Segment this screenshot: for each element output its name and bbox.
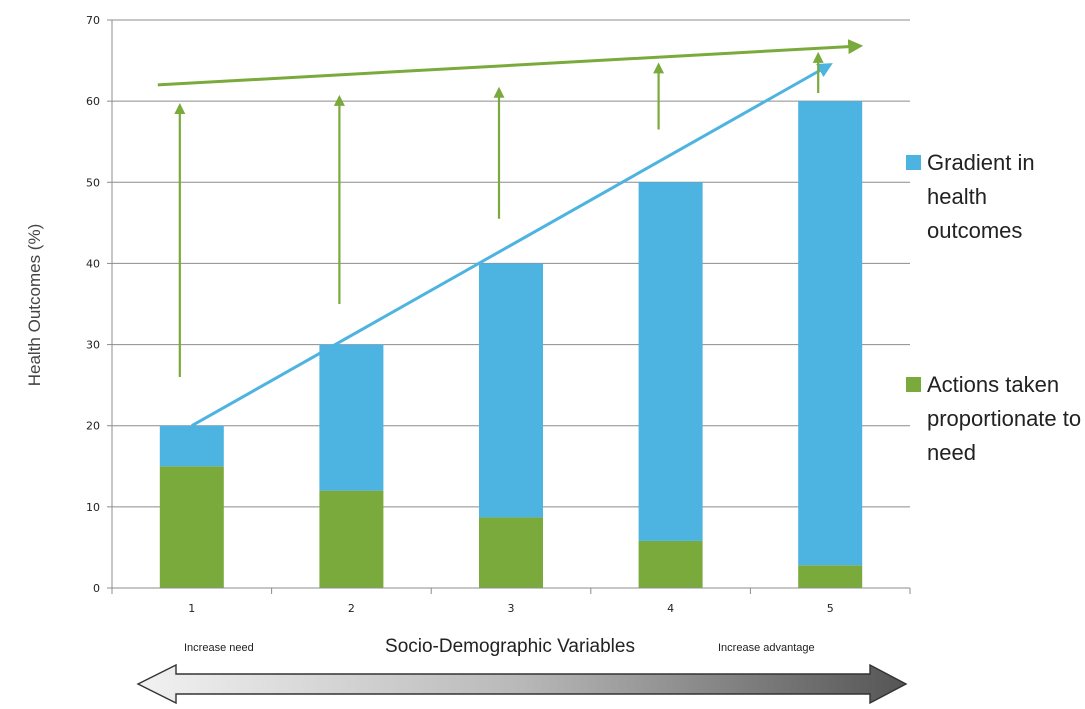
note-increase-advantage: Increase advantage: [718, 642, 815, 654]
legend-label-actions: Actions taken proportionate to need: [927, 372, 1082, 465]
bar-actions: [798, 565, 863, 588]
legend-swatch-green: [906, 377, 921, 392]
x-axis: 1 2 3 4 5: [111, 587, 911, 615]
bars: [159, 101, 863, 588]
gradient-trend-arrow: [191, 63, 833, 428]
y-tick-label: 0: [93, 582, 100, 595]
y-axis-label: Health Outcomes (%): [25, 224, 44, 387]
x-tick-label: 4: [667, 602, 674, 615]
double-headed-arrow: [136, 663, 908, 705]
x-tick-label: 1: [188, 602, 195, 615]
y-tick-label: 70: [86, 14, 100, 27]
y-tick-label: 30: [86, 339, 100, 352]
y-tick-label: 20: [86, 420, 100, 433]
note-increase-need: Increase need: [184, 642, 254, 654]
bar-actions: [479, 517, 543, 588]
x-axis-label: Socio-Demographic Variables: [385, 636, 635, 657]
y-tick-label: 10: [86, 501, 100, 514]
legend-item-actions: Actions taken proportionate to need: [906, 368, 1085, 470]
x-tick-label: 5: [827, 602, 834, 615]
bar-gradient: [479, 263, 543, 518]
bar-gradient: [798, 101, 863, 566]
bar-gradient: [159, 425, 224, 467]
bar-actions: [638, 540, 703, 588]
legend-swatch-blue: [906, 155, 921, 170]
annotations: [157, 39, 864, 428]
bar-actions: [159, 466, 224, 588]
x-tick-label: 3: [508, 602, 515, 615]
legend-label-gradient: Gradient in health outcomes: [927, 150, 1035, 243]
y-axis-ticks: 0 10 20 30 40 50 60 70: [86, 14, 113, 595]
y-tick-label: 60: [86, 95, 100, 108]
y-tick-label: 40: [86, 257, 100, 270]
bar-gradient: [638, 182, 703, 541]
y-tick-label: 50: [86, 176, 100, 189]
action-trend-arrow: [157, 39, 864, 87]
x-tick-label: 2: [348, 602, 355, 615]
bar-actions: [319, 490, 384, 588]
legend-item-gradient: Gradient in health outcomes: [906, 146, 1077, 248]
bar-gradient: [319, 344, 384, 491]
